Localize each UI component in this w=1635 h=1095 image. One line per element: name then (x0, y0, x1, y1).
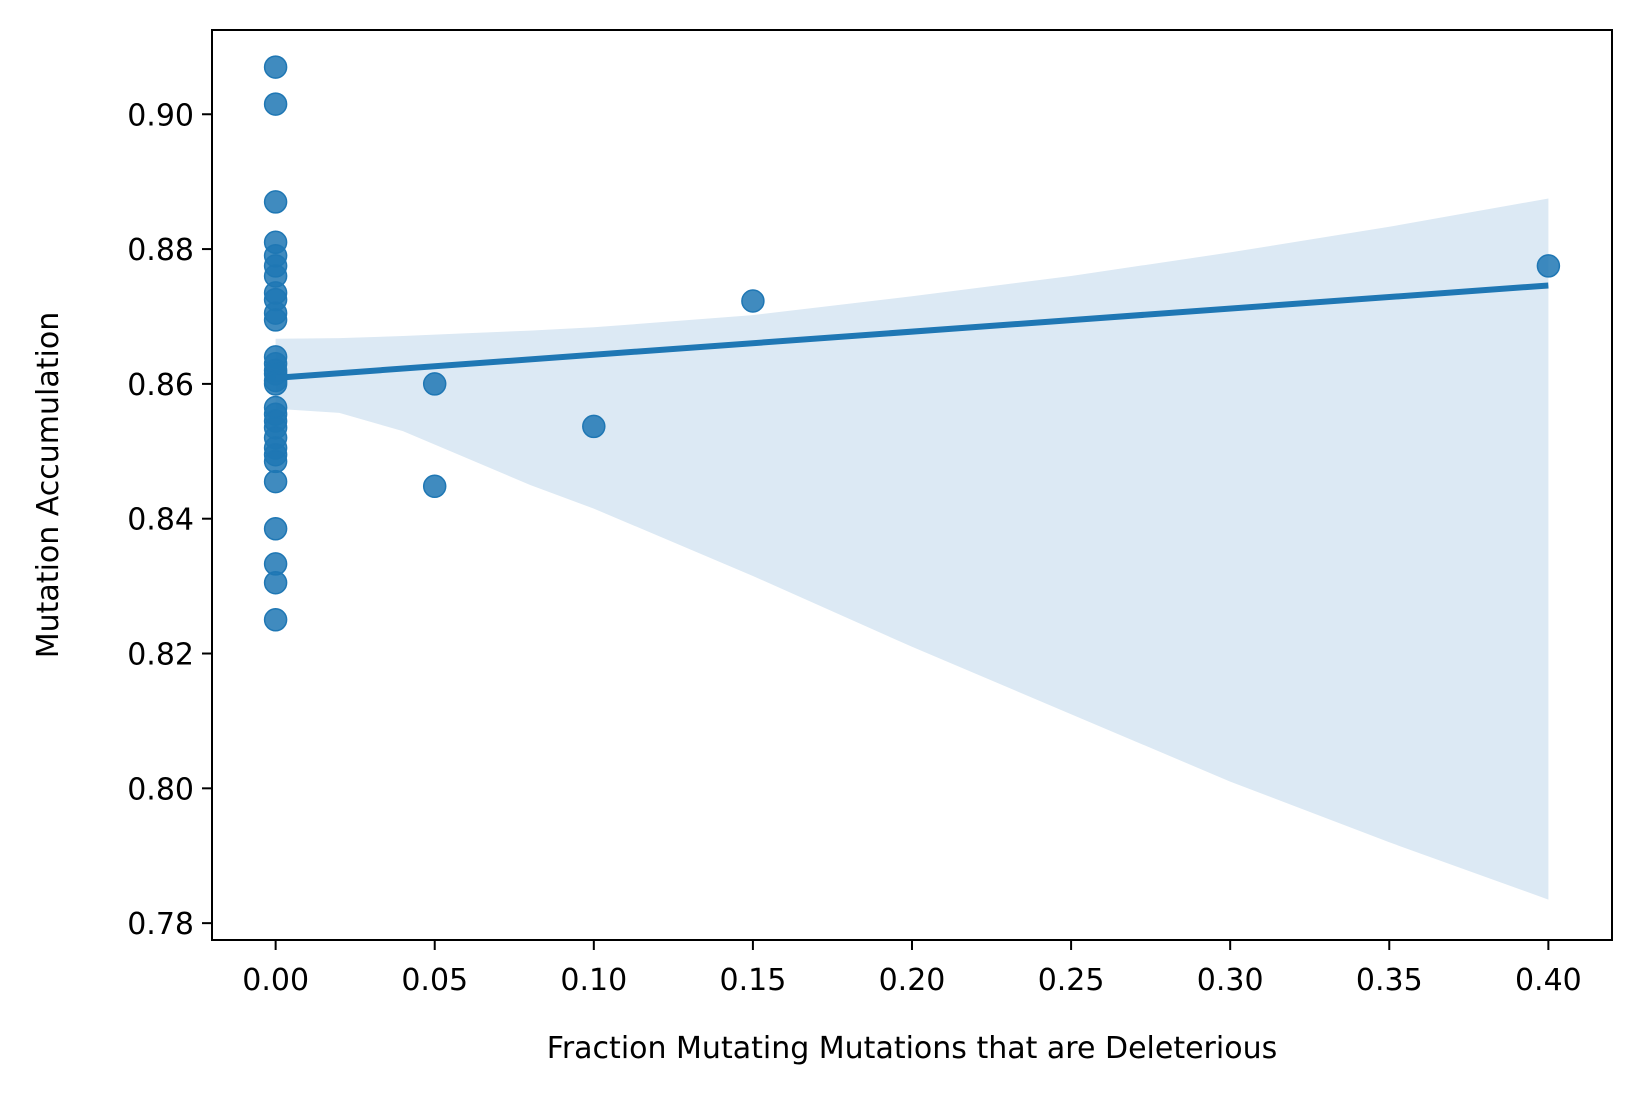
data-point (582, 414, 606, 439)
y-tick-label: 0.78 (127, 907, 194, 942)
data-point (422, 474, 447, 499)
y-tick-label: 0.88 (127, 233, 194, 268)
regression-line (275, 282, 1549, 381)
x-tick-label: 0.30 (1197, 963, 1264, 998)
data-point (263, 308, 288, 332)
y-tick-label: 0.86 (127, 368, 194, 403)
x-tick-label: 0.05 (401, 963, 468, 998)
y-axis-ticks: 0.78 0.80 0.82 0.84 0.86 0.88 0.90 (127, 98, 212, 942)
data-point (263, 517, 288, 541)
x-tick-label: 0.15 (720, 963, 787, 998)
data-point (263, 55, 288, 79)
points-layer (263, 55, 1561, 632)
data-point (263, 608, 288, 632)
data-point (422, 372, 447, 396)
x-axis-label: Fraction Mutating Mutations that are Del… (547, 1031, 1277, 1066)
x-tick-label: 0.40 (1515, 963, 1582, 998)
regression-line-layer (275, 282, 1549, 381)
data-point (263, 570, 288, 595)
data-point (263, 92, 288, 116)
data-point (263, 449, 288, 474)
y-tick-label: 0.82 (127, 638, 194, 673)
y-tick-label: 0.84 (127, 503, 194, 538)
data-point (263, 469, 288, 494)
y-tick-label: 0.80 (127, 772, 194, 807)
x-tick-label: 0.20 (879, 963, 946, 998)
data-point (263, 190, 288, 214)
x-tick-label: 0.25 (1038, 963, 1105, 998)
x-axis-ticks: 0.00 0.05 0.10 0.15 0.20 0.25 0.30 0.35 0.40 (242, 940, 1582, 998)
confidence-band-layer (275, 198, 1549, 900)
data-point (741, 289, 765, 313)
y-tick-label: 0.90 (127, 98, 194, 133)
x-tick-label: 0.00 (242, 963, 309, 998)
x-tick-label: 0.35 (1356, 963, 1423, 998)
x-tick-label: 0.10 (560, 963, 627, 998)
data-point (1536, 254, 1561, 278)
confidence-band (275, 198, 1549, 900)
y-axis-label: Mutation Accumulation (31, 312, 66, 658)
